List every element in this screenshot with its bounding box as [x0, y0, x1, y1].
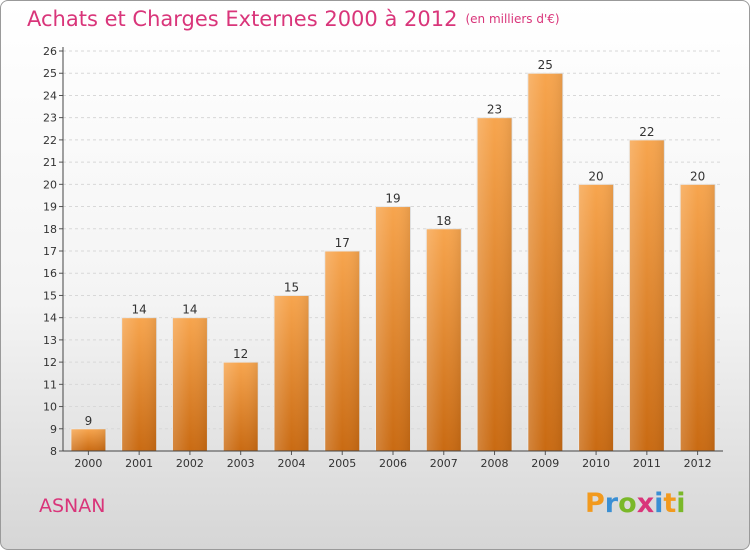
y-tick-label: 26	[43, 45, 57, 58]
x-tick-label: 2007	[430, 457, 458, 470]
value-label: 9	[85, 414, 93, 428]
chart-title-text: Achats et Charges Externes 2000 à 2012	[27, 7, 458, 31]
bar-shade	[629, 139, 665, 451]
bar-shade	[70, 428, 106, 451]
bar-shade	[223, 362, 259, 451]
bar-shade	[680, 184, 716, 452]
value-label: 12	[233, 347, 248, 361]
location-label: ASNAN	[39, 495, 106, 517]
bar-shade	[578, 184, 614, 452]
logo-letter: x	[636, 488, 655, 519]
x-tick-label: 2003	[227, 457, 255, 470]
y-tick-label: 18	[43, 223, 57, 236]
x-tick-label: 2012	[684, 457, 712, 470]
bar-shade	[527, 73, 563, 451]
x-tick-label: 2000	[74, 457, 102, 470]
value-label: 20	[588, 169, 603, 183]
y-tick-label: 8	[50, 445, 57, 458]
y-tick-label: 21	[43, 156, 57, 169]
y-tick-label: 15	[43, 289, 57, 302]
bar-shade	[121, 317, 157, 451]
x-tick-label: 2004	[277, 457, 305, 470]
y-tick-label: 14	[43, 312, 57, 325]
logo-letter: P	[585, 488, 605, 519]
value-label: 22	[639, 125, 654, 139]
y-tick-label: 16	[43, 267, 57, 280]
x-tick-label: 2008	[481, 457, 509, 470]
y-tick-label: 10	[43, 401, 57, 414]
bar-shade	[172, 317, 208, 451]
y-tick-label: 9	[50, 423, 57, 436]
value-label: 18	[436, 214, 451, 228]
value-label: 19	[385, 192, 400, 206]
x-tick-label: 2005	[328, 457, 356, 470]
x-tick-label: 2001	[125, 457, 153, 470]
value-label: 14	[182, 303, 197, 317]
y-axis-ticks: 8 9 10 11 12 13 14 15 16 17 18 19 20 21 22 23 24 25 26	[43, 45, 63, 458]
y-tick-label: 13	[43, 334, 57, 347]
logo-letter: o	[618, 488, 637, 519]
y-tick-label: 25	[43, 67, 57, 80]
y-tick-label: 23	[43, 112, 57, 125]
value-label: 14	[132, 303, 147, 317]
x-tick-label: 2006	[379, 457, 407, 470]
y-tick-label: 22	[43, 134, 57, 147]
logo-letter: r	[604, 488, 619, 519]
x-tick-label: 2002	[176, 457, 204, 470]
y-tick-label: 17	[43, 245, 57, 258]
bar-shade	[426, 228, 462, 451]
value-labels: 9 14 14 12 15 17 19 18 23 25 20 22 20	[85, 58, 706, 428]
y-tick-label: 12	[43, 356, 57, 369]
proxiti-logo: Proxiti	[585, 488, 686, 519]
value-label: 15	[284, 280, 299, 294]
x-tick-label: 2010	[582, 457, 610, 470]
bar-shade	[477, 117, 513, 452]
value-label: 23	[487, 103, 502, 117]
y-tick-label: 20	[43, 178, 57, 191]
value-label: 25	[538, 58, 553, 72]
bars	[70, 72, 716, 452]
chart-unit: (en milliers d'€)	[465, 12, 560, 26]
y-tick-label: 19	[43, 201, 57, 214]
x-tick-label: 2011	[633, 457, 661, 470]
y-tick-label: 24	[43, 89, 57, 102]
axes	[62, 47, 723, 452]
x-axis-ticks: 2000 2001 2002 2003 2004 2005 2006 2007 2008 2009…	[74, 451, 712, 470]
logo-letter: i	[676, 488, 686, 519]
bar-shade	[375, 206, 411, 451]
logo-letter: i	[654, 488, 664, 519]
bar-shade	[273, 295, 309, 451]
y-tick-label: 11	[43, 378, 57, 391]
x-tick-label: 2009	[531, 457, 559, 470]
value-label: 20	[690, 169, 705, 183]
bar-shade	[324, 251, 360, 451]
value-label: 17	[335, 236, 350, 250]
logo-letter: t	[663, 488, 677, 519]
chart-title: Achats et Charges Externes 2000 à 2012 (e…	[27, 7, 560, 31]
